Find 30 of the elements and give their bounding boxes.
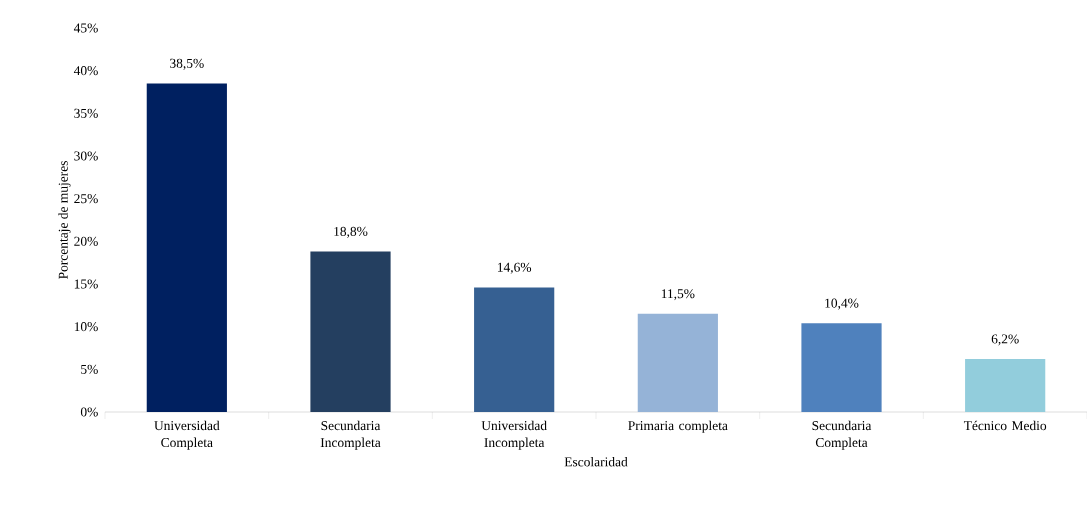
y-tick-label: 25% xyxy=(74,194,98,204)
x-tick-label: Secundaria Completa xyxy=(812,420,872,450)
bar xyxy=(637,313,718,412)
x-tick-label: Universidad Completa xyxy=(154,420,220,450)
data-label: 18,8% xyxy=(334,226,368,238)
x-tick-label: Secundaria Incompleta xyxy=(320,420,381,450)
y-tick-label: 5% xyxy=(81,364,98,374)
bar xyxy=(801,323,882,412)
data-label: 11,5% xyxy=(661,289,695,301)
data-label: 6,2% xyxy=(991,334,1019,346)
y-axis-title: Porcentaje de mujeres xyxy=(58,161,71,279)
data-label: 38,5% xyxy=(170,58,204,70)
x-tick-label: Primaria completa xyxy=(628,420,728,433)
y-tick-label: 30% xyxy=(74,151,98,161)
x-axis-title: Escolaridad xyxy=(564,456,628,467)
data-label: 14,6% xyxy=(497,262,532,274)
bar xyxy=(965,359,1046,412)
y-tick-label: 15% xyxy=(74,279,98,289)
bar xyxy=(310,251,391,412)
y-tick-label: 45% xyxy=(73,23,98,33)
y-tick-label: 40% xyxy=(73,66,98,76)
y-tick-label: 35% xyxy=(74,108,98,118)
y-tick-label: 0% xyxy=(80,407,98,417)
x-tick-label: Técnico Medio xyxy=(963,420,1047,431)
y-tick-label: 10% xyxy=(74,322,98,332)
x-tick-label: Universidad Incompleta xyxy=(481,420,547,450)
y-tick-label: 20% xyxy=(74,236,98,246)
bar xyxy=(474,287,555,412)
bar xyxy=(146,83,227,412)
data-label: 10,4% xyxy=(825,298,859,310)
